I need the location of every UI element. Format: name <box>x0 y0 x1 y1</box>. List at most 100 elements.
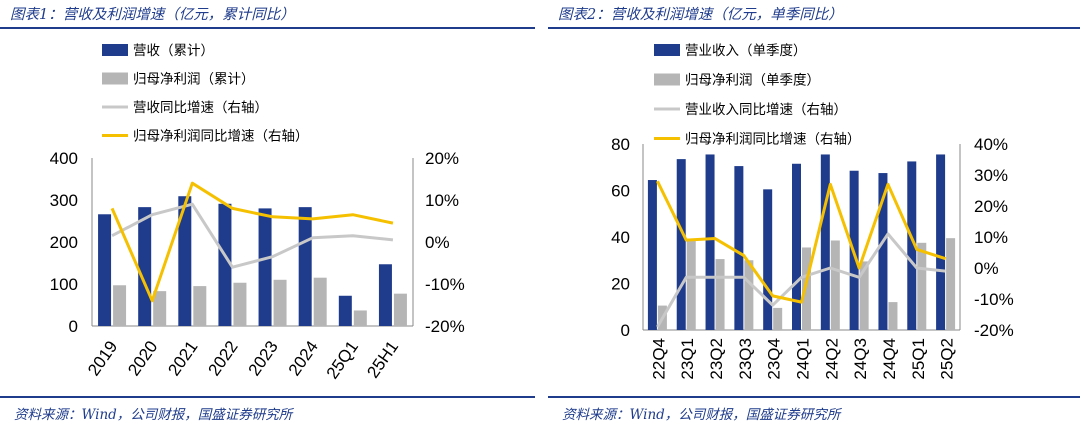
left-tick-label: 300 <box>50 191 78 210</box>
left-tick-label: 0 <box>621 321 630 340</box>
category-label: 2024 <box>285 337 322 379</box>
category-label: 23Q1 <box>678 338 697 380</box>
category-label: 24Q4 <box>880 338 899 380</box>
chart-panel-1: 图表1：营收及利润增速（亿元，累计同比） 营收（累计） 归母净利润（累计） 营收同比… <box>0 0 535 425</box>
bottom-rule <box>548 396 1080 398</box>
left-tick-label: 40 <box>611 228 630 247</box>
legend-item: 营收（累计） <box>102 43 214 59</box>
category-label: 23Q4 <box>765 338 784 380</box>
figure-title: 图表2：营收及利润增速（亿元，单季同比） <box>558 7 843 23</box>
top-rule <box>0 27 535 29</box>
profit-bar <box>802 247 811 330</box>
category-label: 22Q4 <box>649 338 668 380</box>
category-label: 2019 <box>84 337 121 379</box>
category-label: 25H1 <box>363 337 402 381</box>
profit-growth-line <box>656 180 947 304</box>
profit-bar <box>113 285 127 326</box>
revenue-bar <box>936 154 946 330</box>
right-tick-label: 20% <box>974 197 1008 216</box>
category-label: 2021 <box>164 337 201 379</box>
left-tick-label: 400 <box>50 149 78 168</box>
right-tick-label: 10% <box>974 228 1008 247</box>
revenue-bar <box>218 203 232 326</box>
right-tick-label: 20% <box>425 149 459 168</box>
bottom-rule <box>0 396 535 398</box>
category-label: 24Q3 <box>851 338 870 380</box>
revenue-bar <box>878 173 888 330</box>
revenue-bar <box>178 196 192 326</box>
revenue-bar <box>378 264 392 326</box>
legend-item: 营业收入（单季度） <box>654 43 807 59</box>
category-label: 24Q2 <box>822 338 841 380</box>
legend-item: 归母净利润（单季度） <box>654 72 820 89</box>
category-label: 23Q3 <box>736 338 755 380</box>
profit-bar <box>773 307 783 330</box>
left-tick-label: 0 <box>69 317 78 336</box>
right-tick-label: 40% <box>974 135 1008 154</box>
left-tick-label: 200 <box>50 233 78 252</box>
legend-item: 归母净利润同比增速（右轴） <box>102 128 309 145</box>
legend-item: 归母净利润（累计） <box>102 71 255 88</box>
profit-bar <box>888 302 898 330</box>
category-label: 23Q2 <box>707 338 726 380</box>
category-label: 24Q1 <box>794 338 813 380</box>
right-tick-label: -10% <box>425 275 465 294</box>
revenue-bar <box>820 154 830 330</box>
left-tick-label: 80 <box>611 135 630 154</box>
category-label: 2023 <box>245 337 282 379</box>
legend-label: 归母净利润同比增速（右轴） <box>133 128 309 145</box>
revenue-bar <box>734 166 744 330</box>
right-tick-label: 30% <box>974 166 1008 185</box>
profit-bar <box>744 260 754 330</box>
top-rule <box>548 27 1080 29</box>
legend-label: 归母净利润（单季度） <box>685 72 820 89</box>
revenue-bar <box>338 295 352 326</box>
legend-swatch <box>102 72 128 85</box>
right-tick-label: -20% <box>425 317 465 336</box>
revenue-bar <box>792 163 801 330</box>
revenue-growth-line <box>656 232 946 328</box>
legend-swatch <box>654 73 680 86</box>
profit-bar <box>686 240 696 330</box>
revenue-bar <box>907 161 917 330</box>
source-note: 资料来源：Wind，公司财报，国盛证券研究所 <box>562 407 841 423</box>
legend-swatch <box>102 44 128 56</box>
profit-bar <box>313 277 327 326</box>
profit-bar <box>946 238 956 330</box>
category-label: 2020 <box>124 337 161 379</box>
figure-title: 图表1：营收及利润增速（亿元，累计同比） <box>10 7 295 23</box>
right-tick-label: 10% <box>425 191 459 210</box>
right-tick-label: 0% <box>425 233 450 252</box>
legend-label: 归母净利润（累计） <box>133 71 255 88</box>
legend-label: 营业收入（单季度） <box>685 43 807 59</box>
profit-bar <box>273 279 287 326</box>
profit-bar <box>859 261 869 330</box>
revenue-bar <box>676 159 686 330</box>
chart-1-plot: 营收（累计） 归母净利润（累计） 营收同比增速（右轴） 归母净利润同比增速（右轴） 0 1… <box>50 43 465 382</box>
revenue-bar <box>258 208 272 326</box>
category-label: 25Q2 <box>938 338 957 380</box>
revenue-bar <box>705 154 715 330</box>
right-tick-label: -10% <box>974 290 1014 309</box>
profit-growth-line <box>110 181 394 303</box>
profit-bar <box>353 310 367 326</box>
revenue-growth-line <box>111 202 394 269</box>
revenue-bar <box>298 207 312 326</box>
revenue-bar <box>138 207 152 326</box>
legend-swatch <box>654 44 680 56</box>
category-label: 25Q1 <box>909 338 928 380</box>
legend-item: 归母净利润同比增速（右轴） <box>654 131 861 148</box>
legend-label: 营收同比增速（右轴） <box>133 100 268 116</box>
profit-bar <box>193 286 207 326</box>
legend-label: 营业收入同比增速（右轴） <box>685 102 847 118</box>
profit-bar <box>830 240 840 330</box>
revenue-bar <box>98 214 112 326</box>
source-note: 资料来源：Wind，公司财报，国盛证券研究所 <box>14 407 293 423</box>
legend-item: 营收同比增速（右轴） <box>102 100 268 116</box>
profit-bar <box>153 291 167 326</box>
left-tick-label: 100 <box>50 275 78 294</box>
category-label: 25Q1 <box>323 337 362 382</box>
right-tick-label: 0% <box>974 259 999 278</box>
profit-bar <box>393 293 407 326</box>
revenue-bar <box>763 189 773 330</box>
